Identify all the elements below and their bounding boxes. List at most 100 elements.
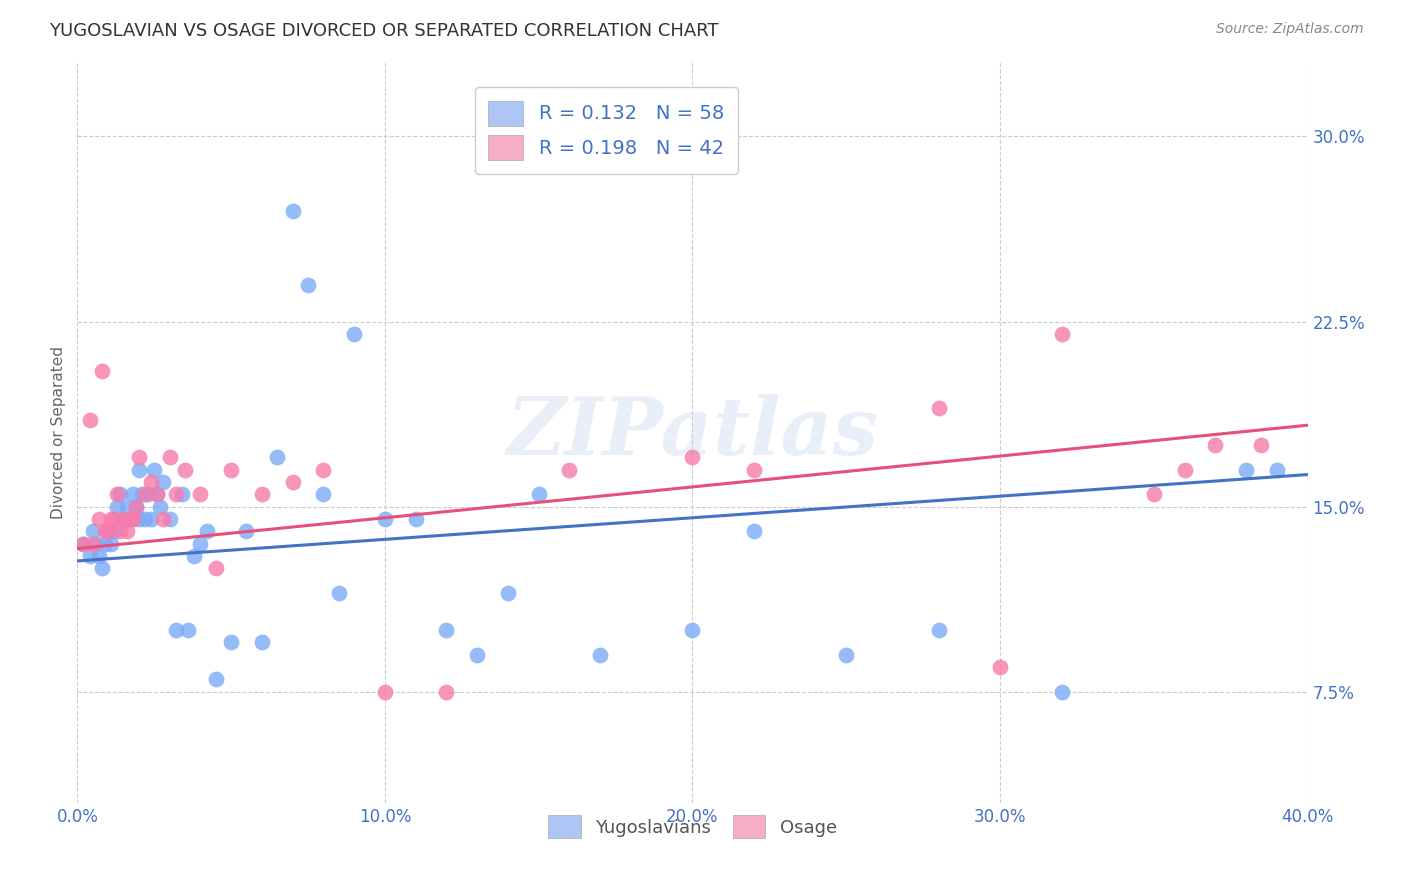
- Point: [174, 462, 197, 476]
- Point: [589, 648, 612, 662]
- Point: [136, 487, 159, 501]
- Point: [105, 500, 128, 514]
- Point: [204, 561, 226, 575]
- Point: [436, 623, 458, 637]
- Text: YUGOSLAVIAN VS OSAGE DIVORCED OR SEPARATED CORRELATION CHART: YUGOSLAVIAN VS OSAGE DIVORCED OR SEPARAT…: [49, 22, 718, 40]
- Point: [183, 549, 205, 563]
- Point: [152, 475, 174, 489]
- Point: [134, 487, 156, 501]
- Point: [143, 462, 166, 476]
- Point: [343, 326, 366, 341]
- Point: [131, 487, 153, 501]
- Point: [496, 586, 519, 600]
- Point: [436, 685, 458, 699]
- Point: [928, 401, 950, 415]
- Point: [405, 512, 427, 526]
- Point: [146, 487, 169, 501]
- Point: [118, 512, 141, 526]
- Point: [128, 512, 150, 526]
- Point: [134, 512, 156, 526]
- Point: [87, 549, 110, 563]
- Point: [250, 487, 273, 501]
- Point: [682, 450, 704, 465]
- Point: [988, 660, 1011, 674]
- Point: [159, 450, 181, 465]
- Point: [465, 648, 488, 662]
- Point: [188, 487, 212, 501]
- Legend: Yugoslavians, Osage: Yugoslavians, Osage: [541, 808, 844, 846]
- Text: Source: ZipAtlas.com: Source: ZipAtlas.com: [1216, 22, 1364, 37]
- Point: [527, 487, 550, 501]
- Point: [1204, 438, 1226, 452]
- Point: [128, 462, 150, 476]
- Point: [82, 536, 104, 550]
- Point: [558, 462, 581, 476]
- Point: [121, 487, 143, 501]
- Point: [79, 549, 101, 563]
- Point: [125, 500, 148, 514]
- Point: [149, 500, 172, 514]
- Point: [72, 536, 94, 550]
- Point: [281, 475, 304, 489]
- Point: [281, 203, 304, 218]
- Point: [204, 673, 226, 687]
- Point: [146, 487, 169, 501]
- Point: [84, 536, 107, 550]
- Point: [115, 524, 138, 539]
- Point: [125, 500, 148, 514]
- Point: [1174, 462, 1197, 476]
- Point: [219, 635, 242, 649]
- Point: [742, 462, 765, 476]
- Point: [100, 536, 122, 550]
- Point: [374, 512, 396, 526]
- Point: [312, 462, 335, 476]
- Point: [128, 450, 150, 465]
- Point: [72, 536, 94, 550]
- Point: [115, 500, 138, 514]
- Point: [297, 277, 319, 292]
- Point: [110, 524, 132, 539]
- Point: [165, 623, 187, 637]
- Point: [94, 536, 117, 550]
- Point: [82, 524, 104, 539]
- Point: [110, 487, 132, 501]
- Point: [1234, 462, 1257, 476]
- Y-axis label: Divorced or Separated: Divorced or Separated: [51, 346, 66, 519]
- Point: [1250, 438, 1272, 452]
- Point: [165, 487, 187, 501]
- Point: [97, 524, 120, 539]
- Point: [177, 623, 200, 637]
- Point: [79, 413, 101, 427]
- Point: [152, 512, 174, 526]
- Point: [112, 512, 135, 526]
- Point: [118, 512, 141, 526]
- Point: [328, 586, 350, 600]
- Point: [90, 561, 114, 575]
- Point: [312, 487, 335, 501]
- Point: [97, 524, 120, 539]
- Point: [94, 524, 117, 539]
- Point: [1265, 462, 1288, 476]
- Point: [235, 524, 257, 539]
- Point: [1050, 685, 1073, 699]
- Point: [141, 512, 163, 526]
- Point: [195, 524, 218, 539]
- Point: [928, 623, 950, 637]
- Point: [103, 524, 125, 539]
- Point: [219, 462, 242, 476]
- Point: [250, 635, 273, 649]
- Point: [105, 487, 128, 501]
- Point: [374, 685, 396, 699]
- Point: [103, 512, 125, 526]
- Point: [835, 648, 858, 662]
- Point: [100, 512, 122, 526]
- Point: [682, 623, 704, 637]
- Point: [1143, 487, 1166, 501]
- Point: [159, 512, 181, 526]
- Point: [121, 512, 143, 526]
- Point: [742, 524, 765, 539]
- Point: [188, 536, 212, 550]
- Point: [112, 512, 135, 526]
- Point: [141, 475, 163, 489]
- Point: [170, 487, 193, 501]
